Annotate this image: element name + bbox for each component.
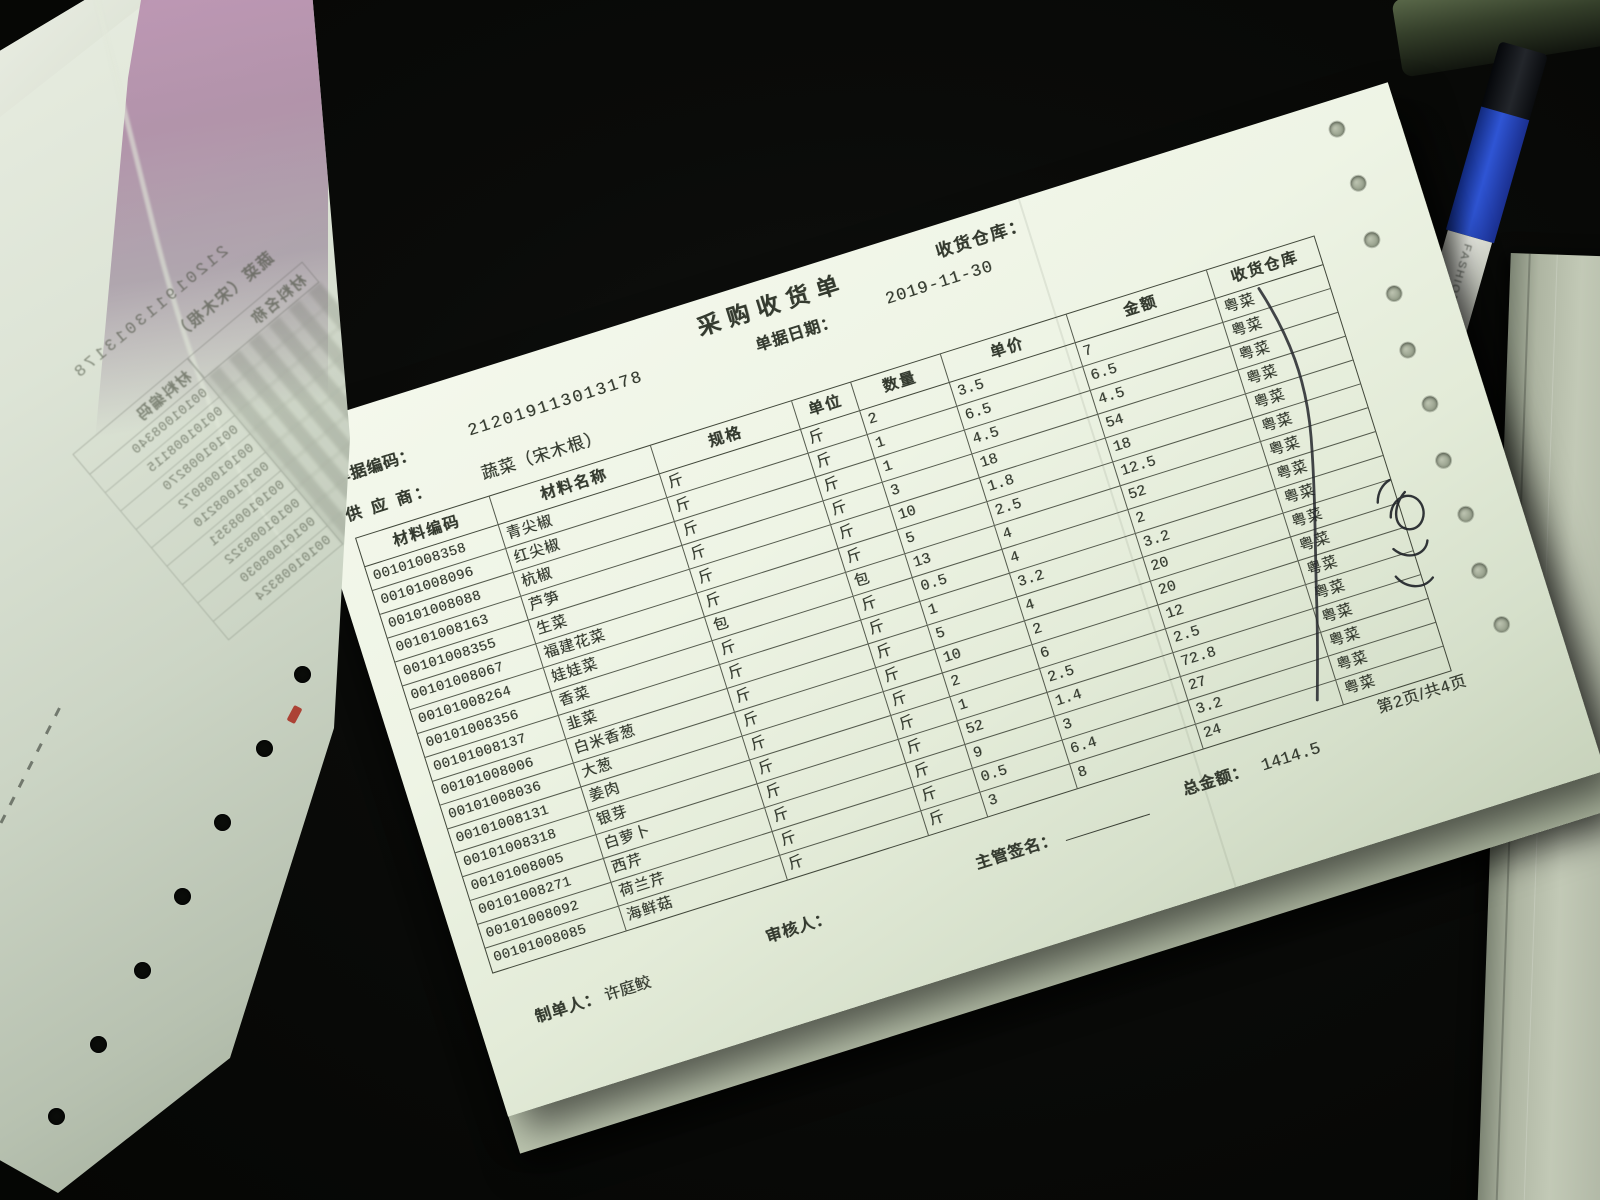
tractor-hole xyxy=(1362,230,1382,250)
pink-copy-sheet xyxy=(88,0,328,518)
items-table: 材料编码 材料名称 规格 单位 数量 单价 金额 收货仓库 00101008358 青尖椒斤斤 2… xyxy=(354,235,1452,974)
warehouse-field: 收货仓库： xyxy=(932,210,1030,262)
tractor-hole xyxy=(1398,340,1418,360)
tractor-hole xyxy=(1327,119,1347,139)
tractor-hole xyxy=(1456,504,1476,524)
carbon-copy-sheet: 212019113013178 蔬菜（宋木根） 材料名称 材料编码 001010… xyxy=(0,0,350,1193)
maker-label: 制单人： xyxy=(533,989,604,1027)
total-value: 1414.5 xyxy=(1259,739,1324,777)
maker-value: 许庭鲛 xyxy=(602,973,654,1005)
supervisor-label: 主管签名： xyxy=(973,831,1060,873)
doc-date-value: 2019-11-30 xyxy=(883,257,996,310)
total-label: 总金额： xyxy=(1180,762,1251,800)
receipt-sheet: 采购收货单 收货仓库： 单据编码： 212019113013178 单据日期： … xyxy=(291,82,1600,1117)
tractor-hole xyxy=(174,888,191,905)
tractor-hole xyxy=(256,740,273,757)
tractor-hole xyxy=(1434,451,1453,470)
tractor-hole xyxy=(1348,173,1368,193)
tractor-hole xyxy=(134,962,151,979)
tractor-hole xyxy=(90,1036,107,1053)
auditor-field: 审核人： xyxy=(762,904,834,947)
warehouse-field-label: 收货仓库： xyxy=(933,214,1030,262)
maker-field: 制单人： 许庭鲛 xyxy=(531,968,653,1027)
tractor-hole xyxy=(1420,394,1440,414)
tractor-hole xyxy=(1384,284,1404,303)
tractor-hole xyxy=(48,1108,65,1125)
auditor-label: 审核人： xyxy=(763,909,834,947)
tractor-hole xyxy=(294,666,311,683)
tractor-hole xyxy=(214,814,231,831)
signature-line xyxy=(1061,801,1151,842)
pen-body xyxy=(1445,106,1530,244)
tractor-hole xyxy=(1470,561,1489,581)
doc-code-value: 212019113013178 xyxy=(465,368,646,442)
tractor-hole xyxy=(1492,615,1512,634)
